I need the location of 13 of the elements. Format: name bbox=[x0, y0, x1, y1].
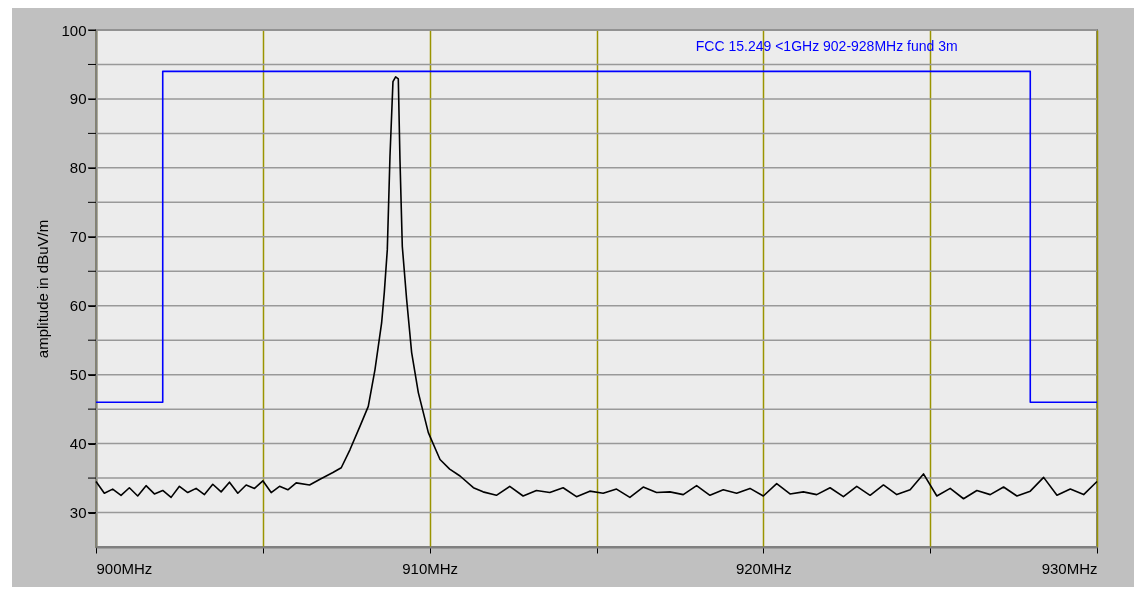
x-tick-label: 920MHz bbox=[735, 559, 792, 577]
y-axis-title: amplitude in dBuV/m bbox=[34, 219, 52, 359]
y-tick-label: 70 bbox=[69, 228, 87, 246]
x-tick-label: 930MHz bbox=[1041, 559, 1098, 577]
y-tick-label: 50 bbox=[69, 366, 87, 384]
y-tick-label: 40 bbox=[69, 435, 87, 453]
y-tick-label: 80 bbox=[69, 159, 87, 177]
y-tick-label: 90 bbox=[69, 90, 87, 108]
y-tick-label: 30 bbox=[69, 504, 87, 522]
x-tick-label: 910MHz bbox=[402, 559, 459, 577]
y-tick-label: 60 bbox=[69, 297, 87, 315]
x-tick-label: 900MHz bbox=[96, 559, 153, 577]
y-tick-label: 100 bbox=[61, 21, 87, 39]
